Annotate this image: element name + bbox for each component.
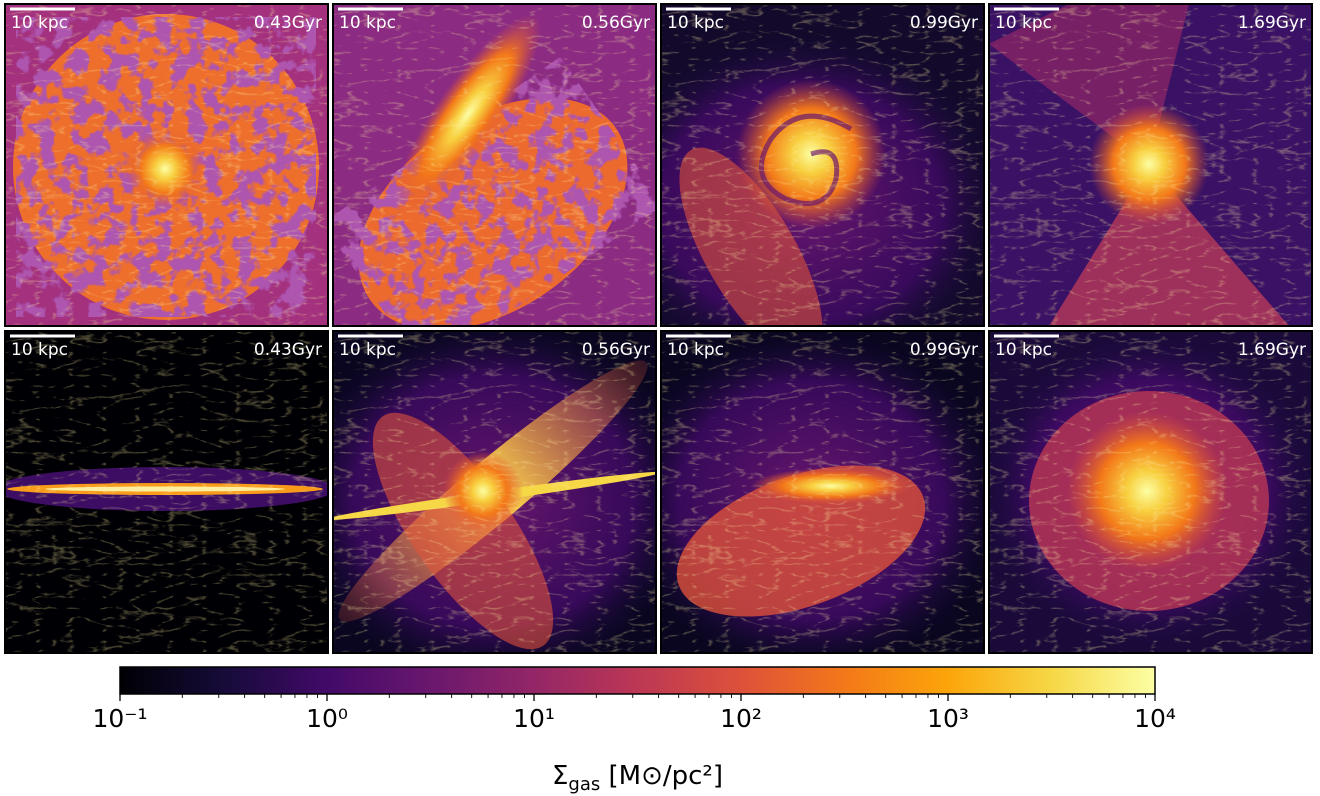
- colorbar: [120, 667, 1155, 694]
- filaments: [989, 4, 1312, 326]
- filaments: [5, 331, 328, 653]
- scale-label: 10 kpc: [995, 13, 1052, 33]
- time-label: 1.69Gyr: [1238, 13, 1306, 33]
- tick-label: 10¹: [513, 704, 555, 733]
- scale-label: 10 kpc: [667, 13, 724, 33]
- time-label: 0.56Gyr: [582, 13, 650, 33]
- tick-label: 10³: [927, 704, 969, 733]
- colorbar-label: Σgas [M⊙/pc²]: [552, 761, 723, 795]
- panel-image: [5, 4, 328, 326]
- filaments: [333, 331, 656, 653]
- panel: 10 kpc 1.69Gyr: [989, 4, 1312, 326]
- scale-label: 10 kpc: [995, 340, 1052, 360]
- panel-image: [316, 0, 671, 378]
- panel-image: [0, 331, 335, 653]
- panel: 10 kpc 0.43Gyr: [5, 4, 328, 326]
- figure: 10 kpc0.43Gyr10 kpc0.56Gyr10 kpc0.99Gyr1…: [0, 0, 1320, 796]
- label-unit: [M⊙/pc²]: [600, 761, 723, 791]
- tick-label: 10⁻¹: [92, 704, 147, 733]
- tick-label: 10⁴: [1134, 704, 1176, 733]
- time-label: 1.69Gyr: [1238, 340, 1306, 360]
- scale-label: 10 kpc: [11, 340, 68, 360]
- panel-image: [293, 321, 693, 681]
- time-label: 0.56Gyr: [582, 340, 650, 360]
- filaments: [661, 331, 984, 653]
- scale-label: 10 kpc: [11, 13, 68, 33]
- tick-label: 10⁰: [306, 704, 348, 733]
- scale-label: 10 kpc: [339, 13, 396, 33]
- scale-label: 10 kpc: [667, 340, 724, 360]
- panel-image: [979, 331, 1319, 653]
- tick-label: 10²: [720, 704, 762, 733]
- filaments: [5, 4, 328, 326]
- panel: 10 kpc 0.43Gyr: [0, 331, 335, 653]
- time-label: 0.43Gyr: [254, 13, 322, 33]
- panel: 10 kpc 0.99Gyr: [601, 4, 1001, 380]
- panel: 10 kpc 0.56Gyr: [293, 321, 693, 681]
- panel: 10 kpc 0.56Gyr: [316, 0, 671, 378]
- panel-image: [989, 4, 1312, 326]
- panel: 10 kpc 1.69Gyr: [979, 331, 1319, 653]
- time-label: 0.99Gyr: [910, 340, 978, 360]
- label-subscript: gas: [568, 774, 600, 795]
- scale-label: 10 kpc: [339, 340, 396, 360]
- label-symbol: Σ: [552, 761, 568, 791]
- filaments: [333, 4, 656, 326]
- time-label: 0.43Gyr: [254, 340, 322, 360]
- panel-image: [621, 331, 1001, 671]
- filaments: [661, 4, 984, 326]
- filaments: [989, 331, 1312, 653]
- time-label: 0.99Gyr: [910, 13, 978, 33]
- panel: 10 kpc 0.99Gyr: [621, 331, 1001, 671]
